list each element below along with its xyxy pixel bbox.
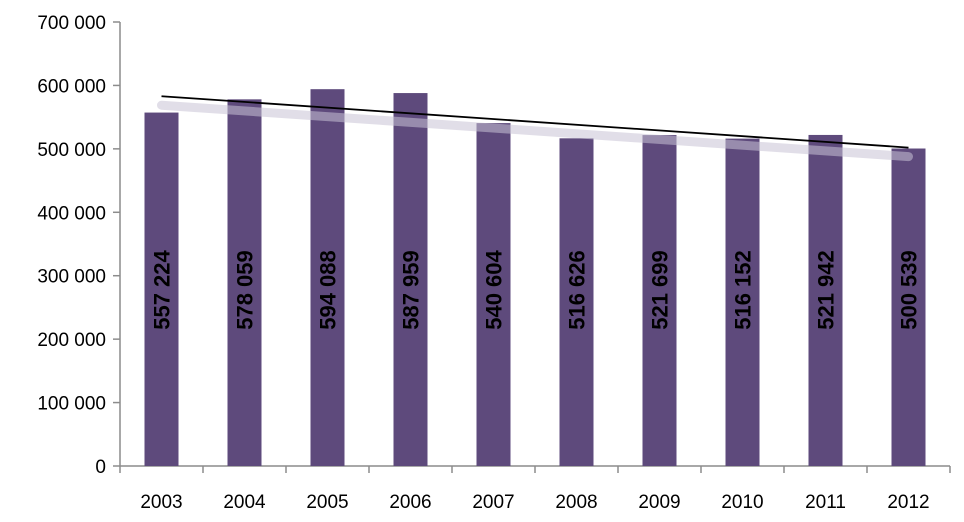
y-tick-label: 400 000 — [37, 203, 106, 224]
x-tick-label: 2005 — [306, 492, 348, 513]
bar — [891, 148, 926, 466]
y-tick-label: 0 — [95, 457, 106, 478]
y-tick-label: 300 000 — [37, 267, 106, 288]
y-tick-label: 200 000 — [37, 330, 106, 351]
x-tick-label: 2010 — [721, 492, 763, 513]
trendline-shadow — [157, 100, 913, 162]
x-tick-label: 2009 — [638, 492, 680, 513]
bar — [310, 89, 345, 466]
trendline-group — [157, 95, 913, 162]
data-label: 521 699 — [648, 250, 673, 330]
data-label: 594 088 — [316, 250, 341, 330]
bar — [393, 93, 428, 466]
data-label: 587 959 — [399, 250, 424, 330]
x-tick-label: 2004 — [223, 492, 266, 513]
x-tick-label: 2007 — [472, 492, 514, 513]
y-tick-labels-group: 0 100 000 200 000 300 000 400 000 500 000 600 … — [37, 13, 106, 478]
bar — [144, 112, 179, 466]
data-label: 521 942 — [814, 250, 839, 330]
x-tick-label: 2011 — [805, 492, 846, 513]
y-tick-label: 600 000 — [37, 76, 106, 97]
bar — [559, 138, 594, 466]
y-tick-label: 700 000 — [37, 13, 106, 34]
x-tick-label: 2003 — [140, 492, 182, 513]
bars-group — [144, 89, 926, 467]
bar — [227, 99, 262, 467]
data-label: 557 224 — [150, 249, 175, 329]
trendline — [161, 95, 909, 149]
x-tick-labels-group: 2003 2004 2005 2006 2007 2008 2009 2010 2011 2012 — [140, 492, 929, 513]
bar — [476, 123, 511, 467]
y-tick-label: 500 000 — [37, 140, 106, 161]
data-label: 516 152 — [731, 250, 756, 330]
bar — [808, 134, 843, 467]
data-label: 540 604 — [482, 249, 507, 329]
data-labels-group: 557 224 578 059 594 088 587 959 540 604 516 6… — [150, 249, 922, 329]
y-tick-label: 100 000 — [37, 394, 106, 415]
x-tick-label: 2008 — [555, 492, 597, 513]
data-label: 500 539 — [897, 250, 922, 330]
data-label: 578 059 — [233, 250, 258, 330]
bar — [642, 135, 677, 466]
bar — [725, 138, 760, 466]
x-tick-label: 2006 — [389, 492, 431, 513]
data-label: 516 626 — [565, 250, 590, 330]
x-tick-label: 2012 — [887, 492, 929, 513]
